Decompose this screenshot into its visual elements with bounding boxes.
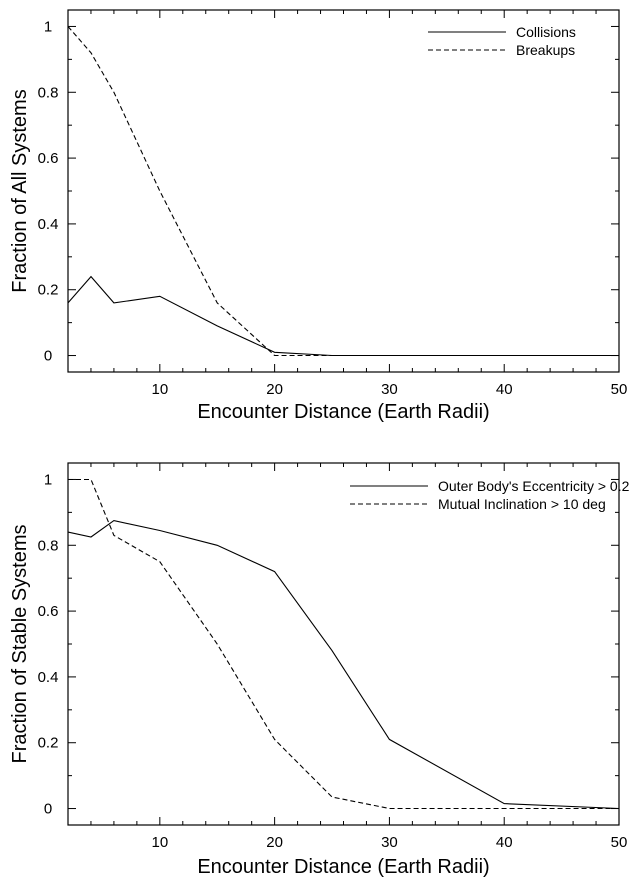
x-tick-label: 20: [266, 381, 283, 398]
legend-label-2: Breakups: [516, 42, 575, 58]
y-tick-label: 0.4: [38, 216, 59, 233]
bottom-chart-panel: 10 20 30 40 50 0 0.2 0.4 0.6 0.8 1 Encounter Distan…: [9, 462, 630, 878]
x-tick-label: 30: [381, 834, 398, 851]
x-tick-label: 40: [496, 381, 513, 398]
x-tick-label: 40: [496, 834, 513, 851]
top-chart-panel: 10 20 30 40 50 0 0.2 0.4 0.6 0.8 1 Encounter Distan…: [9, 9, 628, 423]
x-tick-label: 30: [381, 381, 398, 398]
plot-frame: [67, 462, 620, 826]
y-tick-label: 1: [44, 18, 52, 35]
legend-label-2: Mutual Inclination > 10 deg: [438, 496, 606, 512]
y-tick-label: 0: [44, 801, 52, 818]
x-axis-label: Encounter Distance (Earth Radii): [197, 401, 489, 423]
y-tick-label: 0.6: [38, 603, 59, 620]
legend-label-1: Outer Body's Eccentricity > 0.2: [438, 478, 630, 494]
series-line-2: [68, 478, 619, 810]
legend-label-1: Collisions: [516, 24, 576, 40]
x-tick-label: 10: [151, 381, 168, 398]
y-axis-label: Fraction of All Systems: [9, 89, 31, 292]
x-axis-label: Encounter Distance (Earth Radii): [197, 856, 489, 878]
x-tick-label: 50: [611, 381, 628, 398]
y-tick-label: 0.8: [38, 537, 59, 554]
y-axis-label: Fraction of Stable Systems: [9, 525, 31, 764]
y-tick-label: 0.6: [38, 150, 59, 167]
y-tick-label: 0.2: [38, 282, 59, 299]
y-tick-label: 1: [44, 471, 52, 488]
series-line-1: [67, 275, 619, 357]
plot-frame: [67, 9, 620, 373]
x-tick-label: 10: [151, 834, 168, 851]
y-tick-label: 0.4: [38, 669, 59, 686]
y-tick-label: 0.8: [38, 84, 59, 101]
y-tick-label: 0: [44, 348, 52, 365]
series-line-2: [67, 26, 619, 357]
y-tick-label: 0.2: [38, 735, 59, 752]
series-line-1: [67, 520, 620, 810]
x-tick-label: 20: [266, 834, 283, 851]
x-tick-label: 50: [611, 834, 628, 851]
